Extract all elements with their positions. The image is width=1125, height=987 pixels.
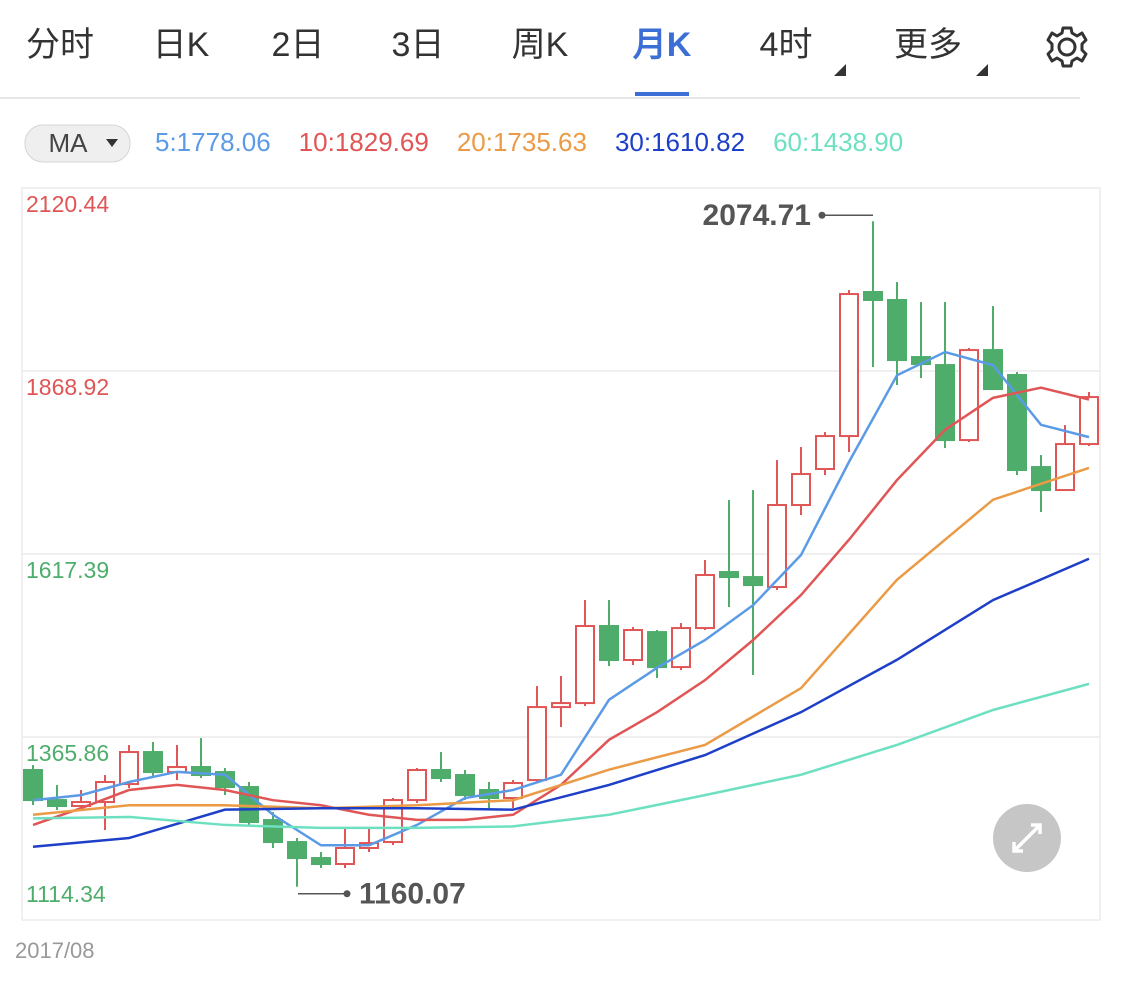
candle-body	[191, 766, 211, 777]
settings-icon[interactable]	[1046, 26, 1088, 68]
ma-line	[32, 466, 1090, 816]
ma-line	[32, 350, 1090, 847]
candle-body	[527, 706, 547, 782]
ma-legend: 30:1610.82	[615, 127, 745, 157]
ma-line	[32, 386, 1090, 827]
ma-legend: 5:1778.06	[155, 127, 271, 157]
y-tick-label: 1617.39	[26, 557, 109, 583]
candle-body	[1055, 443, 1075, 492]
candle-body	[743, 576, 763, 587]
candle-body	[959, 349, 979, 442]
candle-body	[839, 293, 859, 438]
candle-body	[815, 435, 835, 471]
ma-legend: 10:1829.69	[299, 127, 429, 157]
candle-body	[671, 627, 691, 669]
tab-label[interactable]: 日K	[153, 26, 210, 64]
tab-label[interactable]: 3日	[392, 26, 445, 64]
annotation-dot	[343, 890, 351, 898]
candle-body	[623, 629, 643, 661]
candle-body	[431, 769, 451, 780]
candle-body	[719, 571, 739, 579]
candle-body	[695, 574, 715, 630]
candle-body	[287, 841, 307, 860]
candle-body	[887, 299, 907, 362]
candle-body	[1007, 374, 1027, 472]
ma-legend: 60:1438.90	[773, 127, 903, 157]
candle-body	[263, 819, 283, 844]
ma-line	[32, 682, 1090, 830]
tab-dropdown-caret	[834, 64, 846, 76]
candle-body	[599, 625, 619, 661]
candle-body	[239, 786, 259, 824]
y-tick-label: 2120.44	[26, 191, 109, 217]
tab-label[interactable]: 更多	[894, 26, 962, 64]
tab-label[interactable]: 2日	[272, 26, 325, 64]
candle-body	[311, 857, 331, 866]
annotation-label: 1160.07	[359, 878, 466, 911]
ma-button-label: MA	[49, 128, 89, 158]
x-tick-label: 2017/08	[15, 938, 95, 963]
ma-button[interactable]: MA	[24, 124, 131, 163]
candle-body	[47, 799, 67, 808]
tab-underline	[635, 92, 689, 96]
annotation-label: 2074.71	[703, 199, 811, 232]
annotation-dot	[818, 211, 826, 219]
candle-body	[1079, 396, 1099, 446]
y-tick-label: 1868.92	[26, 374, 109, 400]
y-tick-label: 1114.34	[26, 881, 106, 907]
candle-body	[863, 290, 883, 302]
candle-body	[455, 774, 475, 797]
tab-dropdown-caret	[976, 64, 988, 76]
candle-body	[767, 504, 787, 589]
ma-legend: 20:1735.63	[457, 127, 587, 157]
candle-body	[983, 349, 1003, 391]
ma-caret	[106, 139, 118, 147]
candle-body	[383, 799, 403, 844]
candle-body	[935, 364, 955, 442]
candle-body	[407, 769, 427, 802]
candle-body	[551, 702, 571, 709]
candle-body	[215, 771, 235, 789]
candle-body	[143, 751, 163, 774]
candle-body	[647, 631, 667, 669]
candle-body	[119, 751, 139, 786]
ma-button-bg	[24, 124, 131, 163]
expand-button[interactable]	[993, 804, 1061, 872]
tab-label[interactable]: 周K	[512, 26, 569, 64]
candle-body	[335, 847, 355, 866]
tab-label[interactable]: 分时	[26, 26, 94, 64]
candle-body	[791, 473, 811, 507]
y-tick-label: 1365.86	[26, 740, 109, 766]
tab-label[interactable]: 4时	[760, 26, 813, 64]
tab-label[interactable]: 月K	[633, 26, 692, 64]
candle-body	[23, 769, 43, 802]
candle-body	[575, 625, 595, 705]
ma-line	[32, 557, 1090, 849]
